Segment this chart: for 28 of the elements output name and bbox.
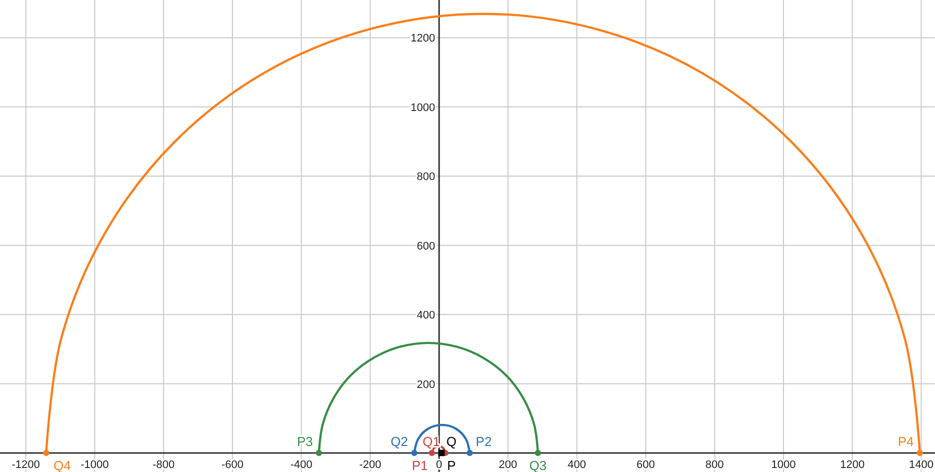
annotation: Q [446,434,457,449]
x-tick-label: -1200 [12,458,40,471]
annotation: P3 [296,434,313,449]
x-tick-label: -200 [359,458,382,471]
y-tick-label: 1200 [410,32,436,45]
x-tick-label: 1000 [771,458,796,471]
y-tick-label: 200 [416,378,436,391]
annotation: Q2 [390,434,408,449]
y-tick-label: 1000 [410,102,436,114]
annotation: P4 [898,434,914,449]
x-tick-label: 200 [498,458,518,471]
x-tick-label: -600 [221,458,244,471]
x-tick-label: 600 [636,458,655,471]
x-tick-label: 400 [568,458,586,471]
x-tick-label: 800 [705,458,724,471]
annotation: P [447,458,456,472]
y-tick-label: 400 [416,310,436,322]
x-tick-label: -800 [152,458,175,471]
y-tick-label: 800 [416,171,436,184]
annotation: P2 [476,434,492,449]
x-tick-label: -1000 [80,458,109,471]
x-tick-label: -400 [290,458,312,471]
x-tick-label: 1200 [840,458,865,471]
x-tick-label: 1400 [908,458,934,471]
annotation: Q3 [529,458,547,472]
annotation: P1 [412,458,428,472]
y-tick-label: 600 [416,240,436,252]
annotation: Q4 [53,458,71,472]
